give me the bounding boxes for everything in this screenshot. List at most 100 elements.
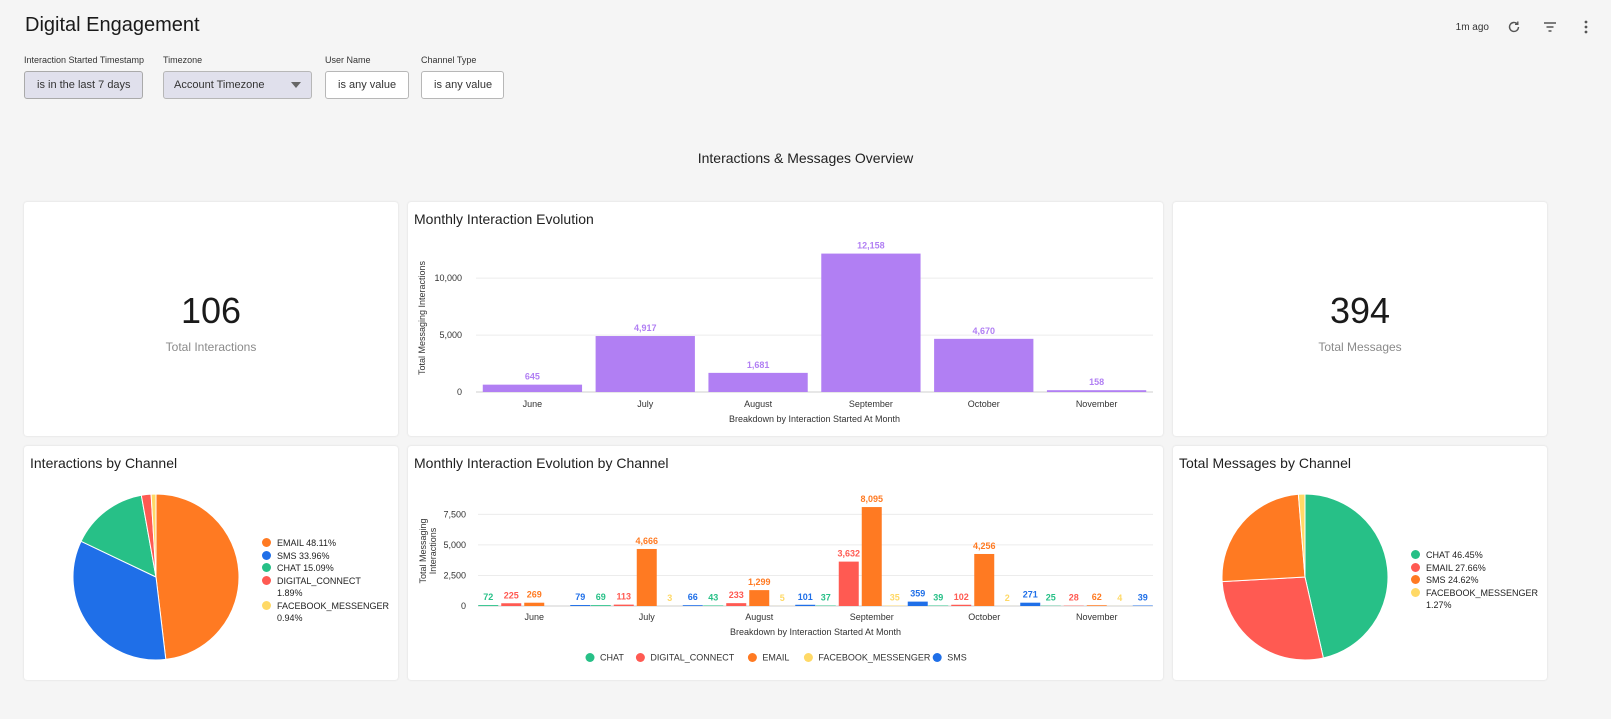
messages-by-channel-tile[interactable]: Total Messages by Channel CHAT 46.45% EMA…	[1173, 446, 1547, 680]
bar-digital_connect-june	[501, 603, 522, 606]
data-label: 4,670	[972, 326, 995, 336]
bar-june	[482, 384, 583, 392]
bar-august	[708, 372, 808, 392]
bar-october	[934, 338, 1034, 392]
monthly-by-channel-tile[interactable]: Monthly Interaction Evolution by Channel…	[408, 446, 1163, 680]
monthly-interaction-tile[interactable]: Monthly Interaction Evolution 0 5,000 10,0…	[408, 202, 1163, 436]
legend-item-email: EMAIL 48.11%	[262, 537, 389, 550]
bar-chat-june	[478, 605, 499, 606]
kpi-value: 106	[180, 290, 242, 331]
legend-item-chat: CHAT 46.45%	[1411, 549, 1538, 562]
data-label: 4,666	[635, 536, 658, 546]
kpi-label: Total Interactions	[165, 340, 257, 354]
legend-item-digital_connect: DIGITAL_CONNECT 1.89%	[262, 575, 389, 600]
bar-email-november	[1086, 605, 1107, 606]
bar-sms-july	[682, 605, 703, 606]
legend-percent: 1.89%	[277, 588, 303, 598]
pie-slice-email	[155, 493, 240, 660]
legend-label: FACEBOOK_MESSENGER 1.27%	[1426, 587, 1539, 611]
bar-email-july	[636, 548, 657, 606]
data-label: 225	[504, 590, 519, 600]
more-vertical-icon[interactable]	[1575, 18, 1597, 36]
legend-item-chat: CHAT 15.09%	[262, 562, 389, 575]
filter-label: Timezone	[163, 55, 203, 65]
filter-user-name: User Name is any value	[325, 55, 409, 99]
data-label: 66	[688, 592, 698, 602]
legend-label: DIGITAL_CONNECT	[650, 653, 734, 663]
legend-label: CHAT 46.45%	[1426, 550, 1483, 560]
data-label: 79	[575, 592, 585, 602]
y-axis-label: Interactions	[428, 527, 438, 574]
filter-label: Interaction Started Timestamp	[24, 55, 145, 65]
legend-marker-facebook_messenger	[803, 653, 813, 662]
legend-marker	[1411, 550, 1420, 559]
legend-label: DIGITAL_CONNECT 1.89%	[277, 575, 361, 599]
refresh-icon[interactable]	[1503, 18, 1525, 36]
data-label: 12,158	[857, 241, 885, 251]
tile-title: Monthly Interaction Evolution	[414, 211, 594, 227]
kpi-total-messages-tile[interactable]: 394 Total Messages	[1173, 202, 1547, 436]
bar-sms-august	[795, 604, 816, 606]
bar-november	[1046, 390, 1147, 392]
y-tick-label: 0	[461, 601, 466, 611]
x-axis-label: Breakdown by Interaction Started At Mont…	[730, 627, 901, 637]
data-label: 233	[729, 590, 744, 600]
legend-label: SMS 33.96%	[277, 550, 330, 561]
legend-marker	[262, 538, 271, 547]
data-label: 62	[1092, 592, 1102, 602]
filter-icon[interactable]	[1539, 18, 1561, 36]
kpi-total-interactions-tile[interactable]: 106 Total Interactions	[24, 202, 398, 436]
y-tick-label: 2,500	[443, 570, 466, 580]
data-label: 113	[616, 592, 631, 602]
timezone-select[interactable]: Account Timezone	[163, 71, 312, 99]
kpi-value: 394	[1329, 290, 1391, 331]
interactions-by-channel-tile[interactable]: Interactions by Channel EMAIL 48.11% SMS …	[24, 446, 398, 680]
x-tick-label: July	[637, 399, 654, 409]
messages-pie-chart	[1221, 493, 1389, 661]
legend-marker	[262, 575, 271, 585]
legend-label: EMAIL 27.66%	[1426, 562, 1486, 573]
timestamp-filter-button[interactable]: is in the last 7 days	[24, 71, 143, 99]
x-tick-label: November	[1076, 612, 1118, 622]
legend-label: SMS 24.62%	[1426, 575, 1479, 585]
legend-marker	[262, 550, 271, 560]
data-label: 39	[1138, 593, 1148, 603]
data-label: 3	[667, 593, 672, 603]
pie-legend: EMAIL 48.11% SMS 33.96% CHAT 15.09% DIGITAL…	[262, 537, 389, 625]
user-name-filter-button[interactable]: is any value	[325, 71, 409, 99]
tile-title: Interactions by Channel	[30, 455, 178, 471]
x-tick-label: September	[849, 399, 893, 409]
bar-september	[821, 253, 921, 392]
bar-sms-september	[907, 601, 928, 606]
legend-marker	[1411, 562, 1420, 572]
channel-type-filter-button[interactable]: is any value	[421, 71, 504, 99]
filter-label: Channel Type	[421, 55, 477, 65]
y-axis-label: Total Messaging	[418, 518, 428, 583]
pie-slice-facebook_messenger	[1297, 493, 1306, 578]
bar-chat-august	[703, 605, 724, 606]
legend-item-sms: SMS 24.62%	[1411, 574, 1538, 587]
data-label: 4,917	[634, 323, 657, 333]
legend-label: SMS	[947, 653, 967, 663]
data-label: 35	[890, 593, 900, 603]
filter-timezone: Timezone Account Timezone	[163, 55, 312, 99]
tile-title: Total Messages by Channel	[1179, 455, 1351, 471]
x-tick-label: August	[745, 612, 774, 622]
data-label: 8,095	[860, 494, 883, 504]
pie-slice-chat	[1304, 493, 1389, 659]
caret-down-icon	[291, 82, 301, 88]
legend-marker	[262, 563, 271, 572]
y-tick-label: 10,000	[434, 273, 462, 283]
data-label: 1,299	[748, 577, 771, 587]
data-label: 269	[527, 590, 542, 600]
bar-sms-june	[570, 605, 591, 606]
y-tick-label: 0	[457, 387, 462, 397]
legend-item-facebook_messenger: FACEBOOK_MESSENGER 1.27%	[1411, 587, 1538, 612]
kpi-label: Total Messages	[1318, 340, 1402, 354]
legend-label: CHAT	[600, 653, 624, 663]
data-label: 4,256	[973, 541, 996, 551]
legend-percent: 1.27%	[1426, 600, 1452, 610]
x-tick-label: July	[639, 612, 656, 622]
legend-label: CHAT 15.09%	[277, 563, 334, 573]
